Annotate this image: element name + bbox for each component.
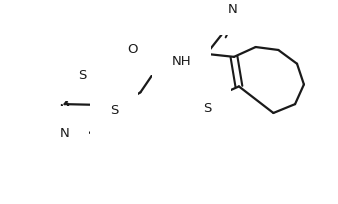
Text: S: S	[203, 101, 212, 114]
Text: S: S	[78, 69, 87, 82]
Text: S: S	[110, 103, 118, 116]
Text: NH: NH	[172, 55, 192, 68]
Text: O: O	[127, 43, 138, 56]
Text: N: N	[60, 126, 70, 140]
Text: N: N	[228, 3, 238, 16]
